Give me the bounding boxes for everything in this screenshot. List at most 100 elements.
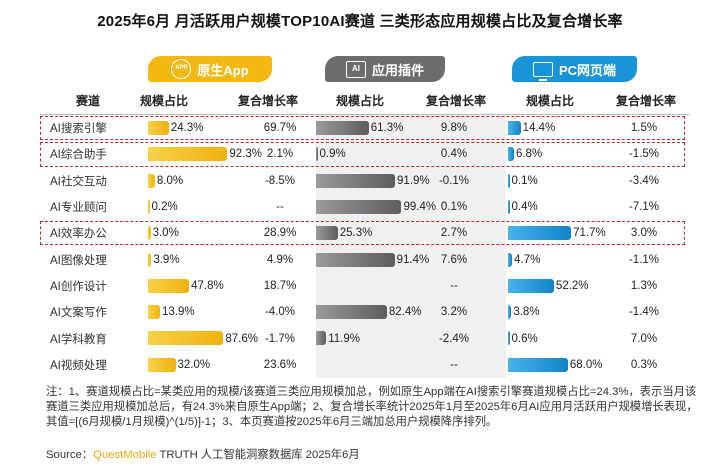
plugin-growth-label: -- xyxy=(450,279,458,292)
data-table: 赛道 规模占比 复合增长率 规模占比 复合增长率 规模占比 复合增长率 AI搜索… xyxy=(40,88,690,378)
category-label: AI综合助手 xyxy=(50,149,107,162)
plugin-growth-label: 3.2% xyxy=(440,306,468,319)
app-growth-label: -8.5% xyxy=(264,174,296,187)
category-label: AI学科教育 xyxy=(50,333,107,346)
plugin-share-bar xyxy=(316,173,396,188)
pc-growth-label: 1.3% xyxy=(630,279,658,292)
app-growth-label: -4.0% xyxy=(264,306,296,319)
plugin-share-label: 25.3% xyxy=(339,227,373,240)
app-share-bar xyxy=(148,173,155,188)
pc-share-bar xyxy=(508,226,572,241)
plugin-growth-label: 0.4% xyxy=(440,148,468,161)
app-share-label: 8.0% xyxy=(156,174,184,187)
header-divider xyxy=(40,114,690,115)
banner-pc-web-label: PC网页端 xyxy=(558,62,617,78)
category-label: AI文案写作 xyxy=(50,307,107,320)
table-row: AI学科教育 87.6% -1.7% 11.9% -2.4% 0.6% 7.0% xyxy=(40,325,690,351)
pc-growth-label: -1.4% xyxy=(628,306,660,319)
plugin-share-label: 82.4% xyxy=(388,306,422,319)
app-share-bar xyxy=(148,305,160,320)
pc-share-label: 6.8% xyxy=(515,148,543,161)
pc-share-label: 3.8% xyxy=(513,306,540,319)
app-growth-label: 23.6% xyxy=(263,358,297,371)
app-share-label: 87.6% xyxy=(225,332,258,345)
pc-share-label: 52.2% xyxy=(555,279,589,292)
app-share-label: 47.8% xyxy=(191,279,224,292)
category-label: AI专业顾问 xyxy=(50,202,107,215)
pc-share-label: 68.0% xyxy=(569,358,603,371)
category-label: AI效率办公 xyxy=(50,228,107,241)
table-row: AI文案写作 13.9% -4.0% 82.4% 3.2% 3.8% -1.4% xyxy=(40,299,690,325)
app-share-bar xyxy=(148,199,150,214)
source-prefix: Source： xyxy=(46,449,94,461)
plugin-share-label: 99.4% xyxy=(403,201,437,214)
pc-share-bar xyxy=(508,173,510,188)
app-growth-label: 2.1% xyxy=(266,148,294,161)
header-app-share: 规模占比 xyxy=(140,93,189,108)
app-share-label: 32.0% xyxy=(177,358,211,371)
source-line: Source：QuestMobile TRUTH 人工智能洞察数据库 2025年… xyxy=(46,446,360,462)
table-row: AI社交互动 8.0% -8.5% 91.9% -0.1% 0.1% -3.4% xyxy=(40,168,690,194)
footnote: 注：1、赛道规模占比=某类应用的规模/该赛道三类应用规模加总，例如原生App端在… xyxy=(46,386,698,428)
table-row: AI专业顾问 0.2% -- 99.4% 0.1% 0.4% -7.1% xyxy=(40,194,690,220)
pc-growth-label: -7.1% xyxy=(628,201,660,214)
app-growth-label: 4.9% xyxy=(266,253,294,266)
app-share-bar xyxy=(148,121,169,135)
app-share-bar xyxy=(148,331,224,346)
pc-share-bar xyxy=(508,121,521,135)
pc-share-bar xyxy=(508,147,514,162)
table-row: AI创作设计 47.8% 18.7% -- 52.2% 1.3% xyxy=(40,273,690,299)
app-share-bar xyxy=(148,357,176,372)
banner-native-app: APP 原生App xyxy=(148,56,272,82)
source-rest: TRUTH 人工智能洞察数据库 2025年6月 xyxy=(156,449,360,461)
table-row: AI效率办公 3.0% 28.9% 25.3% 2.7% 71.7% 3.0% xyxy=(40,220,690,246)
banner-plugin-label: 应用插件 xyxy=(371,62,424,78)
app-share-bar xyxy=(148,226,151,241)
monitor-icon xyxy=(532,61,553,81)
plugin-column-background xyxy=(316,115,506,378)
app-growth-label: -- xyxy=(276,201,284,214)
pc-growth-label: 3.0% xyxy=(630,227,658,240)
pc-growth-label: 1.5% xyxy=(630,122,658,135)
table-row: AI搜索引擎 24.3% 69.7% 61.3% 9.8% 14.4% 1.5% xyxy=(40,115,690,141)
category-label: AI搜索引擎 xyxy=(50,123,107,136)
category-label: AI图像处理 xyxy=(50,254,107,267)
table-row: AI综合助手 92.3% 2.1% 0.9% 0.4% 6.8% -1.5% xyxy=(40,141,690,167)
plugin-share-bar xyxy=(316,252,395,267)
pc-share-label: 14.4% xyxy=(522,122,556,135)
app-share-label: 24.3% xyxy=(170,122,204,135)
plugin-share-bar xyxy=(316,121,369,135)
pc-share-bar xyxy=(508,305,512,320)
banner-plugin: AI 应用插件 xyxy=(325,56,445,82)
app-share-label: 3.0% xyxy=(152,227,179,240)
plugin-growth-label: 2.7% xyxy=(440,227,468,240)
plugin-share-bar xyxy=(316,226,338,241)
plugin-growth-label: -0.1% xyxy=(438,174,470,187)
ai-plugin-icon: AI xyxy=(345,60,366,78)
pc-share-label: 0.6% xyxy=(511,332,538,345)
plugin-share-bar xyxy=(316,199,402,214)
header-pc-share: 规模占比 xyxy=(526,93,575,108)
pc-share-bar xyxy=(508,199,510,214)
plugin-growth-label: -2.4% xyxy=(438,332,470,345)
pc-share-label: 71.7% xyxy=(573,227,606,240)
app-growth-label: 18.7% xyxy=(263,279,297,292)
app-share-bar xyxy=(148,252,152,267)
pc-share-label: 0.4% xyxy=(511,201,538,214)
category-label: AI创作设计 xyxy=(50,280,107,293)
app-growth-label: -1.7% xyxy=(264,332,296,345)
pc-share-bar xyxy=(508,331,510,346)
pc-share-bar xyxy=(508,278,554,293)
app-share-label: 0.2% xyxy=(151,201,178,214)
plugin-share-bar xyxy=(316,305,387,320)
banner-pc-web: PC网页端 xyxy=(512,56,637,82)
header-app-growth: 复合增长率 xyxy=(238,93,299,108)
table-row: AI图像处理 3.9% 4.9% 91.4% 7.6% 4.7% -1.1% xyxy=(40,247,690,273)
pc-growth-label: -1.1% xyxy=(628,253,660,266)
pc-share-label: 0.1% xyxy=(511,174,538,187)
pc-growth-label: -3.4% xyxy=(628,174,660,187)
pc-share-label: 4.7% xyxy=(514,253,541,266)
pc-share-bar xyxy=(508,357,568,372)
chart-title: 2025年6月 月活跃用户规模TOP10AI赛道 三类形态应用规模占比及复合增长… xyxy=(97,13,623,30)
app-growth-label: 69.7% xyxy=(263,122,297,135)
